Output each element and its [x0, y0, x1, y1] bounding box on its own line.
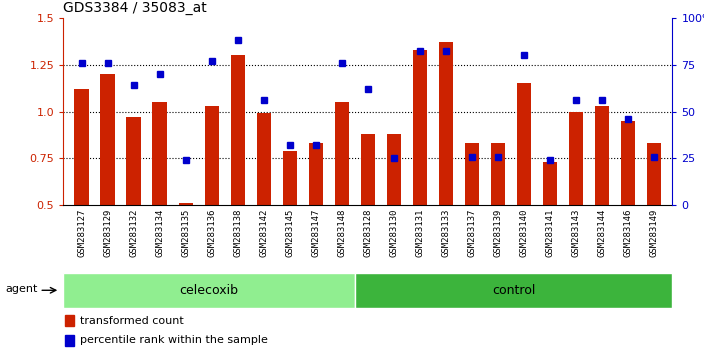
Bar	[465, 143, 479, 205]
Bar	[355, 273, 672, 308]
Text: GSM283129: GSM283129	[103, 209, 112, 257]
Text: GSM283131: GSM283131	[415, 209, 425, 257]
Text: control: control	[492, 284, 535, 297]
Bar	[256, 113, 271, 205]
Bar	[101, 74, 115, 205]
Bar	[65, 315, 75, 326]
Bar	[386, 134, 401, 205]
Bar	[153, 102, 167, 205]
Text: GSM283145: GSM283145	[285, 209, 294, 257]
Text: GSM283147: GSM283147	[311, 209, 320, 257]
Bar	[360, 134, 375, 205]
Text: transformed count: transformed count	[80, 316, 184, 326]
Text: GSM283132: GSM283132	[129, 209, 138, 257]
Text: GSM283135: GSM283135	[181, 209, 190, 257]
Text: GSM283148: GSM283148	[337, 209, 346, 257]
Bar	[595, 106, 609, 205]
Text: GSM283130: GSM283130	[389, 209, 398, 257]
Bar	[647, 143, 661, 205]
Text: GSM283143: GSM283143	[572, 209, 581, 257]
Bar	[75, 89, 89, 205]
Bar	[231, 55, 245, 205]
Bar	[63, 273, 355, 308]
Text: GSM283139: GSM283139	[494, 209, 503, 257]
Text: GSM283133: GSM283133	[441, 209, 451, 257]
Text: GSM283136: GSM283136	[207, 209, 216, 257]
Bar	[517, 84, 531, 205]
Text: GSM283142: GSM283142	[259, 209, 268, 257]
Text: GSM283141: GSM283141	[546, 209, 555, 257]
Text: GSM283140: GSM283140	[520, 209, 529, 257]
Bar	[127, 117, 141, 205]
Bar	[543, 162, 557, 205]
Bar	[308, 143, 323, 205]
Text: percentile rank within the sample: percentile rank within the sample	[80, 335, 268, 346]
Text: agent: agent	[5, 284, 37, 293]
Bar	[179, 204, 193, 205]
Bar	[439, 42, 453, 205]
Bar	[205, 106, 219, 205]
Bar	[334, 102, 349, 205]
Text: GSM283138: GSM283138	[233, 209, 242, 257]
Text: GSM283128: GSM283128	[363, 209, 372, 257]
Text: GSM283144: GSM283144	[598, 209, 607, 257]
Text: GSM283146: GSM283146	[624, 209, 633, 257]
Bar	[65, 335, 75, 346]
Text: celecoxib: celecoxib	[180, 284, 239, 297]
Text: GSM283134: GSM283134	[155, 209, 164, 257]
Text: GSM283137: GSM283137	[467, 209, 477, 257]
Bar	[413, 50, 427, 205]
Bar	[569, 112, 583, 205]
Text: GDS3384 / 35083_at: GDS3384 / 35083_at	[63, 1, 207, 15]
Bar	[491, 143, 505, 205]
Bar	[282, 151, 297, 205]
Text: GSM283127: GSM283127	[77, 209, 86, 257]
Bar	[621, 121, 635, 205]
Text: GSM283149: GSM283149	[650, 209, 659, 257]
